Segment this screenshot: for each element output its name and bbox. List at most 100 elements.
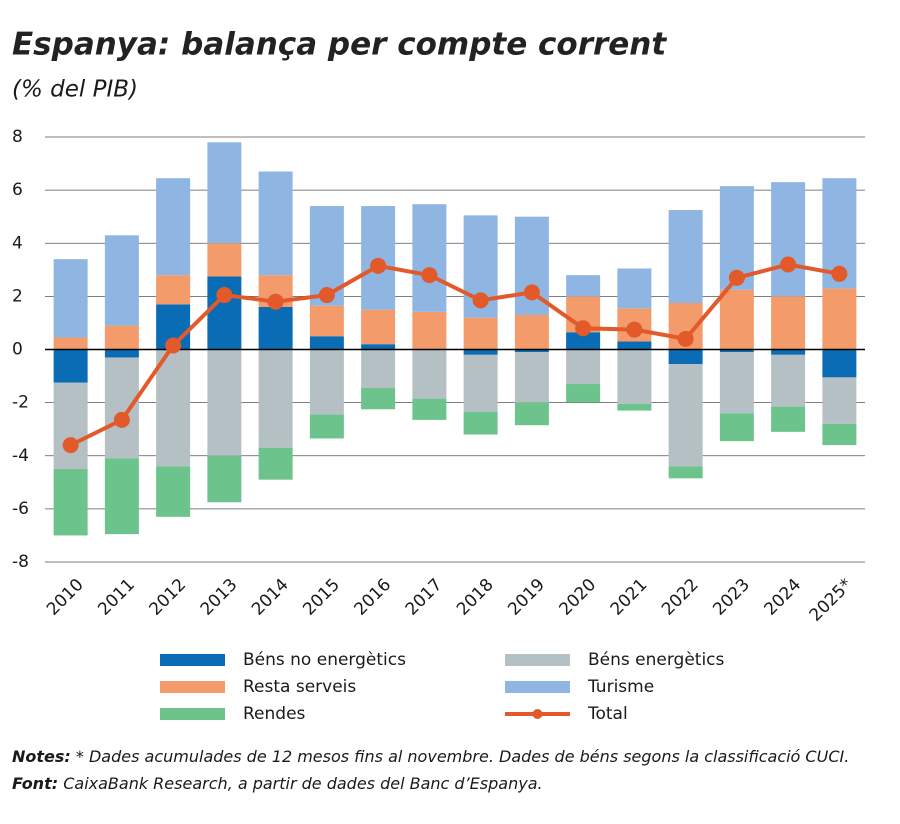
bar-segment xyxy=(53,259,88,338)
x-tick-label: 2019 xyxy=(504,575,549,620)
line-point xyxy=(370,257,387,274)
bar-segment xyxy=(207,349,242,456)
legend-label: Turisme xyxy=(587,677,654,697)
line-point xyxy=(575,320,592,337)
bar-segment xyxy=(668,466,703,479)
bar-segment xyxy=(156,178,191,276)
bar-segment xyxy=(53,382,88,470)
bar-segment xyxy=(53,469,88,536)
chart-subtitle: (% del PIB) xyxy=(12,77,138,103)
line-point xyxy=(113,411,130,428)
x-tick-label: 2021 xyxy=(607,575,652,620)
bar-segment xyxy=(104,325,139,350)
bar-segment xyxy=(104,357,139,459)
bar-segment xyxy=(719,349,754,353)
y-tick-label: -6 xyxy=(12,499,29,519)
bar-segment xyxy=(156,466,191,517)
legend-swatch xyxy=(160,654,225,666)
bar-segment xyxy=(309,336,344,350)
line-point xyxy=(318,287,335,304)
bar-segment xyxy=(719,413,754,442)
line-point xyxy=(472,292,489,309)
legend-label: Béns energètics xyxy=(588,650,725,670)
line-point xyxy=(523,284,540,301)
bar-segment xyxy=(463,354,498,412)
line-point xyxy=(165,337,182,354)
source-text: CaixaBank Research, a partir de dades de… xyxy=(58,774,542,793)
bar-segment xyxy=(412,311,447,349)
bar-segment xyxy=(309,349,344,415)
x-tick-label: 2012 xyxy=(145,575,190,620)
bar-segment xyxy=(514,402,549,426)
bar-segment xyxy=(719,289,754,350)
source: Font: CaixaBank Research, a partir de da… xyxy=(12,774,543,793)
x-tick-label: 2015 xyxy=(299,575,344,620)
bar-segment xyxy=(566,275,601,297)
line-point xyxy=(62,437,79,454)
notes: Notes: * Dades acumulades de 12 mesos fi… xyxy=(12,747,849,766)
bar-segment xyxy=(463,349,498,355)
legend-swatch xyxy=(505,681,570,693)
bar-segment xyxy=(412,398,447,420)
bar-segment xyxy=(771,349,806,355)
x-tick-label: 2024 xyxy=(760,575,805,620)
bar-segment xyxy=(412,349,447,399)
x-tick-label: 2014 xyxy=(248,575,293,620)
bar-segment xyxy=(361,309,396,345)
line-point xyxy=(421,267,438,284)
bar-segment xyxy=(668,364,703,467)
x-tick-label: 2020 xyxy=(555,575,600,620)
legend-swatch xyxy=(160,708,225,720)
bar-segment xyxy=(104,458,139,535)
bar-segment xyxy=(771,354,806,407)
line-point xyxy=(216,287,233,304)
x-tick-label: 2010 xyxy=(43,575,88,620)
line xyxy=(69,262,840,447)
line-point xyxy=(626,321,643,338)
notes-text: * Dades acumulades de 12 mesos fins al n… xyxy=(71,747,849,766)
x-tick-label: 2023 xyxy=(709,575,754,620)
bar-segment xyxy=(566,349,601,385)
bar-segment xyxy=(617,341,652,350)
bar-segment xyxy=(156,349,191,467)
x-tick-label: 2025* xyxy=(806,575,857,626)
y-tick-label: 4 xyxy=(12,233,23,253)
bar-segment xyxy=(104,349,139,358)
bar-segment xyxy=(771,182,806,297)
bar-segment xyxy=(771,296,806,350)
legend-label: Béns no energètics xyxy=(243,650,406,670)
bar-segment xyxy=(822,423,857,446)
y-tick-label: 8 xyxy=(12,127,23,147)
chart-title: Espanya: balança per compte corrent xyxy=(12,27,667,63)
bar-segment xyxy=(361,344,396,350)
bar-segment xyxy=(514,314,549,350)
x-tick-label: 2016 xyxy=(350,575,395,620)
x-tick-label: 2017 xyxy=(402,575,447,620)
bar-segment xyxy=(207,243,242,277)
bar-segment xyxy=(566,384,601,403)
line-point xyxy=(677,330,694,347)
bar-segment xyxy=(156,275,191,305)
bar-segment xyxy=(258,171,293,276)
bar-segment xyxy=(822,288,857,350)
bar-segment xyxy=(309,305,344,337)
x-tick-label: 2022 xyxy=(658,575,703,620)
x-tick-label: 2018 xyxy=(453,575,498,620)
y-tick-label: -2 xyxy=(12,393,29,413)
line-point xyxy=(831,265,848,282)
bar-segment xyxy=(361,349,396,389)
bar-segment xyxy=(258,349,293,448)
bar-segment xyxy=(412,204,447,312)
bar-segment xyxy=(463,411,498,435)
legend-label: Rendes xyxy=(243,704,306,724)
bar-segment xyxy=(822,377,857,424)
x-tick-label: 2013 xyxy=(197,575,242,620)
bar-segment xyxy=(207,142,242,244)
bar-segment xyxy=(668,349,703,365)
bar-segment xyxy=(566,332,601,350)
source-label: Font: xyxy=(12,774,58,793)
legend-swatch xyxy=(505,654,570,666)
bar-segment xyxy=(104,235,139,326)
bar-segment xyxy=(361,388,396,410)
line-point xyxy=(780,256,797,273)
